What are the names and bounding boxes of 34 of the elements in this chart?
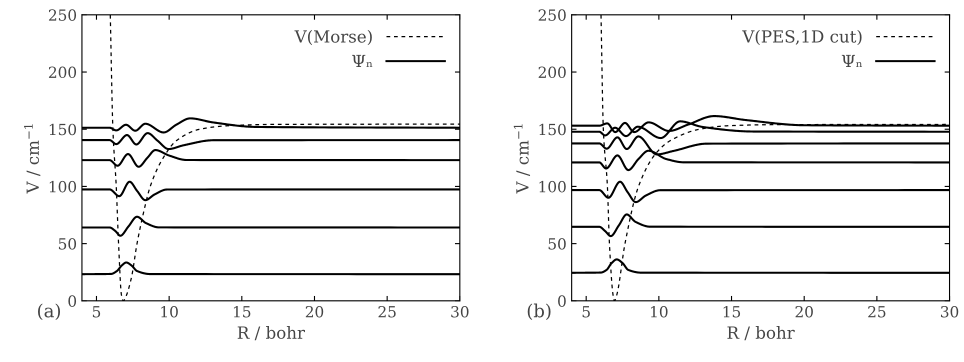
y-tick-label: 50 xyxy=(58,238,76,250)
legend-label: V(PES,1D cut) xyxy=(742,30,862,46)
x-tick-label: 30 xyxy=(451,306,469,318)
text: (b) xyxy=(528,304,551,320)
x-tick-label: 15 xyxy=(234,306,250,318)
legend-label: Ψₙ xyxy=(352,54,372,68)
x-tick-label: 20 xyxy=(796,306,813,318)
text: (a) xyxy=(38,304,60,320)
x-tick-label: 5 xyxy=(92,306,100,318)
y-tick-label: 100 xyxy=(50,180,76,192)
y-tick-label: 0 xyxy=(68,295,76,307)
y-tick-label: 150 xyxy=(50,124,76,136)
y-tick-label: 200 xyxy=(48,66,76,78)
x-tick-label: 25 xyxy=(378,306,396,318)
y-tick-label: 200 xyxy=(538,66,566,78)
y-axis-title: V / cm$^{−1}$ xyxy=(24,124,40,194)
x-tick-label: 25 xyxy=(868,306,886,318)
y-tick-label: 0 xyxy=(558,295,566,307)
y-tick-label: 250 xyxy=(48,9,76,21)
y-axis-title: V / cm$^{−1}$ xyxy=(514,124,530,194)
x-tick-label: 10 xyxy=(651,306,668,318)
x-axis-title: R / bohr xyxy=(238,326,305,340)
y-tick-label: 150 xyxy=(539,124,566,136)
x-tick-label: 30 xyxy=(940,306,958,318)
y-tick-label: 100 xyxy=(539,180,566,192)
x-tick-label: 15 xyxy=(724,306,740,318)
y-tick-label: 250 xyxy=(538,9,566,21)
x-axis-title: R / bohr xyxy=(727,326,795,340)
legend-label: Ψₙ xyxy=(842,54,862,68)
legend-label: V(Morse) xyxy=(294,30,372,46)
x-tick-label: 20 xyxy=(306,306,324,318)
x-tick-label: 5 xyxy=(582,306,590,318)
y-tick-label: 50 xyxy=(548,238,566,250)
x-tick-label: 10 xyxy=(161,306,178,318)
